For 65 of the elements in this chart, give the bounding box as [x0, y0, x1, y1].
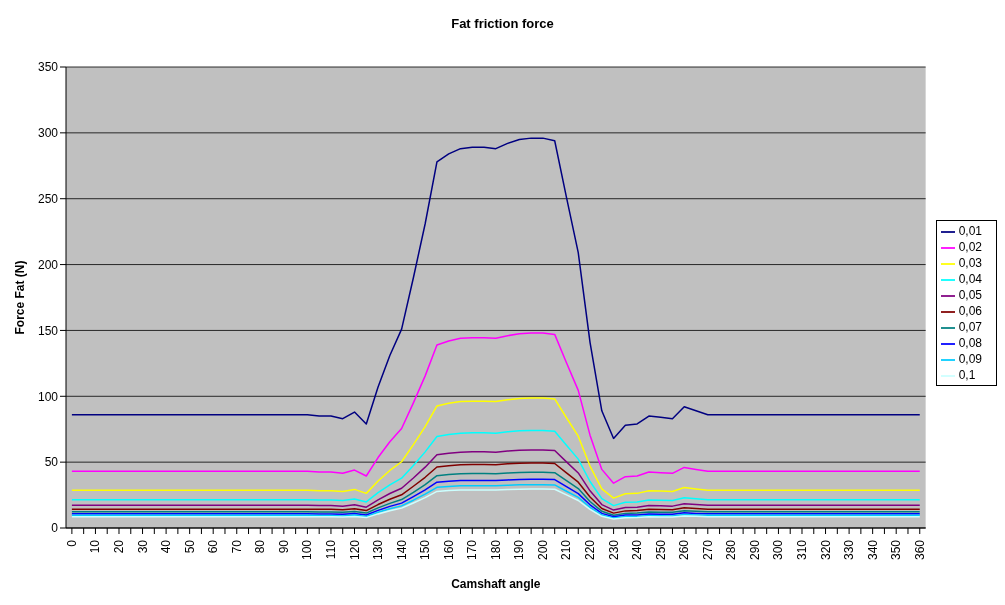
y-tick-label: 0 — [51, 521, 59, 536]
line-series — [71, 332, 921, 484]
x-tick-label: 190 — [512, 539, 527, 561]
line-series — [71, 462, 921, 514]
x-tick-label: 80 — [253, 539, 268, 554]
line-series — [71, 397, 921, 499]
x-tick-label: 160 — [441, 539, 456, 561]
y-tick-label: 250 — [37, 191, 59, 206]
x-tick-label: 310 — [794, 539, 809, 561]
legend-label: 0,05 — [958, 288, 982, 302]
legend-label: 0,04 — [958, 272, 982, 286]
x-tick-label: 130 — [371, 539, 386, 561]
x-tick-label: 180 — [488, 539, 503, 561]
x-tick-label: 220 — [583, 539, 598, 561]
x-tick-label: 350 — [889, 539, 904, 561]
x-tick-label: 320 — [818, 539, 833, 561]
legend-label: 0,02 — [958, 240, 982, 254]
y-tick-label: 150 — [37, 323, 59, 338]
x-tick-label: 20 — [111, 539, 126, 554]
x-tick-label: 90 — [276, 539, 291, 554]
y-tick-label: 300 — [37, 126, 59, 141]
x-tick-label: 170 — [465, 539, 480, 561]
y-tick-label: 100 — [37, 389, 59, 404]
line-series — [71, 471, 921, 516]
x-tick-label: 290 — [747, 539, 762, 561]
legend-label: 0,03 — [958, 256, 982, 270]
x-tick-label: 150 — [418, 539, 433, 561]
x-tick-label: 360 — [912, 539, 927, 561]
x-tick-label: 0 — [64, 539, 79, 547]
legend-label: 0,1 — [958, 368, 976, 382]
x-tick-label: 30 — [135, 539, 150, 554]
x-tick-label: 300 — [771, 539, 786, 561]
x-tick-label: 100 — [300, 539, 315, 561]
y-tick-label: 350 — [37, 60, 59, 75]
legend-label: 0,09 — [958, 352, 982, 366]
x-tick-label: 40 — [159, 539, 174, 554]
x-tick-label: 200 — [535, 539, 550, 561]
x-tick-label: 210 — [559, 539, 574, 561]
x-tick-label: 230 — [606, 539, 621, 561]
x-tick-label: 280 — [724, 539, 739, 561]
x-tick-label: 10 — [88, 539, 103, 554]
x-tick-label: 260 — [677, 539, 692, 561]
line-series — [71, 137, 921, 440]
legend-label: 0,01 — [958, 224, 982, 238]
x-tick-label: 250 — [653, 539, 668, 561]
x-tick-label: 50 — [182, 539, 197, 554]
x-tick-label: 240 — [630, 539, 645, 561]
legend-label: 0,08 — [958, 336, 982, 350]
x-tick-label: 70 — [229, 539, 244, 554]
line-series — [71, 429, 921, 507]
x-tick-label: 110 — [323, 539, 338, 560]
chart-title: Fat friction force — [450, 16, 555, 31]
legend-label: 0,07 — [958, 320, 982, 334]
line-series — [71, 449, 921, 511]
x-tick-label: 60 — [206, 539, 221, 554]
y-tick-label: 200 — [37, 257, 59, 272]
y-axis-title: Force Fat (N) — [13, 260, 28, 335]
y-tick-label: 50 — [44, 455, 59, 470]
x-tick-label: 330 — [842, 539, 857, 561]
x-tick-label: 340 — [865, 539, 880, 561]
legend-label: 0,06 — [958, 304, 982, 318]
x-tick-label: 120 — [347, 539, 362, 561]
x-axis-title: Camshaft angle — [451, 577, 541, 591]
x-tick-label: 140 — [394, 539, 409, 561]
x-tick-label: 270 — [700, 539, 715, 561]
